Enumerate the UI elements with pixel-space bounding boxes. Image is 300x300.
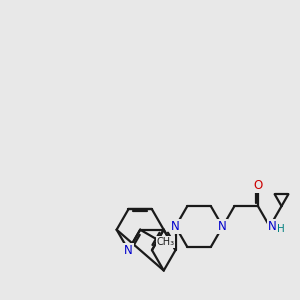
Text: CH₃: CH₃ <box>156 237 175 247</box>
Text: N: N <box>218 220 227 233</box>
Text: O: O <box>253 179 262 192</box>
Text: N: N <box>124 244 133 256</box>
Text: H: H <box>277 224 284 235</box>
Text: N: N <box>268 220 277 233</box>
Text: N: N <box>171 220 180 233</box>
